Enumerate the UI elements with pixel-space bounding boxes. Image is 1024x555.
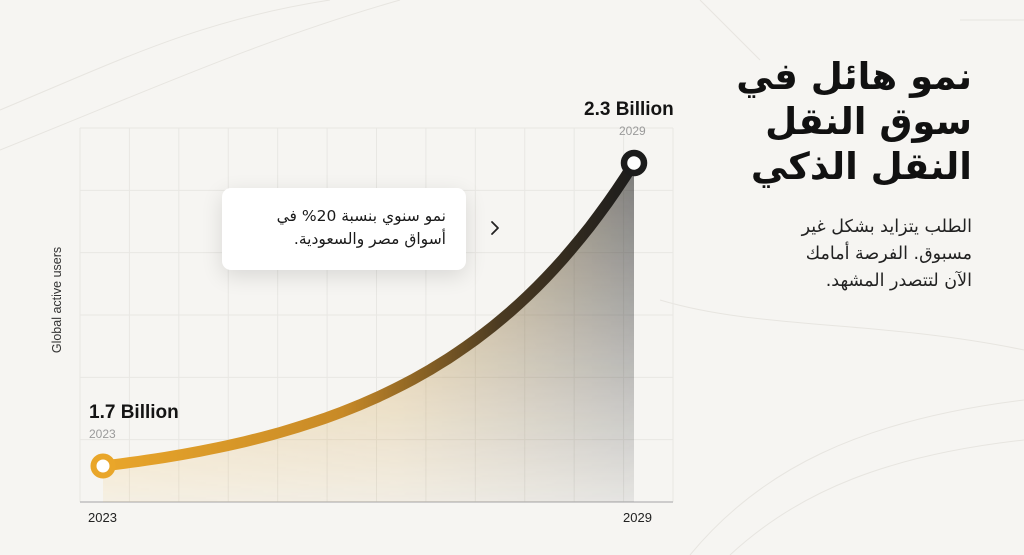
description-line-2: مسبوق. الفرصة أمامك xyxy=(805,244,972,264)
area-fill xyxy=(103,163,634,502)
growth-tooltip: نمو سنوي بنسبة 20% في أسواق مصر والسعودي… xyxy=(222,188,466,270)
tooltip-line-2: أسواق مصر والسعودية. xyxy=(293,230,446,248)
headline: نمو هائل في سوق النقل النقل الذكي xyxy=(682,54,972,189)
start-value-label: 1.7 Billion xyxy=(89,402,179,423)
start-year-label: 2023 xyxy=(89,427,116,441)
x-tick-label-end: 2029 xyxy=(623,510,652,525)
x-tick-label-start: 2023 xyxy=(88,510,117,525)
headline-line-3: النقل الذكي xyxy=(750,145,972,188)
start-point-marker xyxy=(90,453,116,479)
end-year-label: 2029 xyxy=(619,124,646,138)
headline-line-1: نمو هائل في xyxy=(736,55,972,98)
description-line-1: الطلب يتزايد بشكل غير xyxy=(801,217,972,237)
description: الطلب يتزايد بشكل غير مسبوق. الفرصة أمام… xyxy=(722,214,972,295)
end-value-label: 2.3 Billion xyxy=(584,99,674,120)
series-line xyxy=(97,157,640,472)
chevron-right-icon xyxy=(491,221,499,235)
tooltip-line-1: نمو سنوي بنسبة 20% في xyxy=(276,207,446,225)
headline-line-2: سوق النقل xyxy=(765,100,972,143)
end-point-marker xyxy=(620,149,648,177)
y-axis-label: Global active users xyxy=(50,246,64,354)
description-line-3: الآن لتتصدر المشهد. xyxy=(825,271,972,291)
